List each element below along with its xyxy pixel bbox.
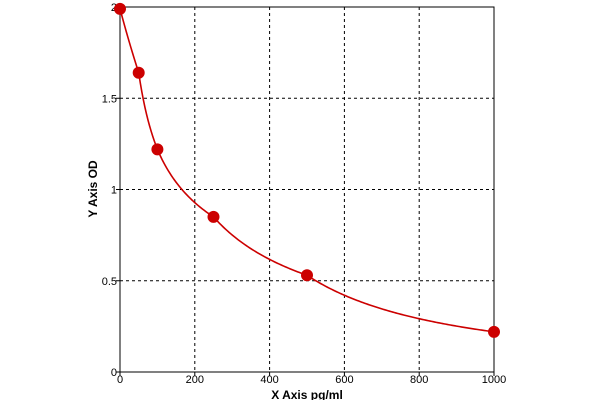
x-axis-title: X Axis pg/ml: [271, 388, 343, 400]
x-axis-ticks: 0 200 400 600 800 1000: [117, 372, 506, 386]
x-tick-label: 400: [260, 374, 278, 386]
y-tick-label: 0.5: [102, 276, 117, 288]
data-point: [114, 2, 126, 15]
data-points: [114, 2, 500, 338]
x-tick-label: 200: [186, 374, 204, 386]
x-tick-label: 1000: [482, 374, 506, 386]
data-point: [151, 143, 164, 156]
y-axis-title: Y Axis OD: [86, 160, 100, 218]
x-tick-label: 800: [410, 374, 428, 386]
data-point: [132, 66, 145, 79]
x-tick-label: 0: [117, 374, 123, 386]
data-point: [488, 325, 500, 338]
y-tick-label: 0: [111, 367, 117, 379]
data-point: [301, 269, 313, 282]
y-tick-label: 2: [111, 2, 117, 14]
y-tick-label: 1.5: [102, 93, 117, 105]
y-axis-ticks: 0 0.5 1 1.5 2: [102, 2, 120, 379]
data-point: [207, 210, 220, 223]
x-tick-label: 600: [335, 374, 353, 386]
y-tick-label: 1: [111, 185, 117, 197]
